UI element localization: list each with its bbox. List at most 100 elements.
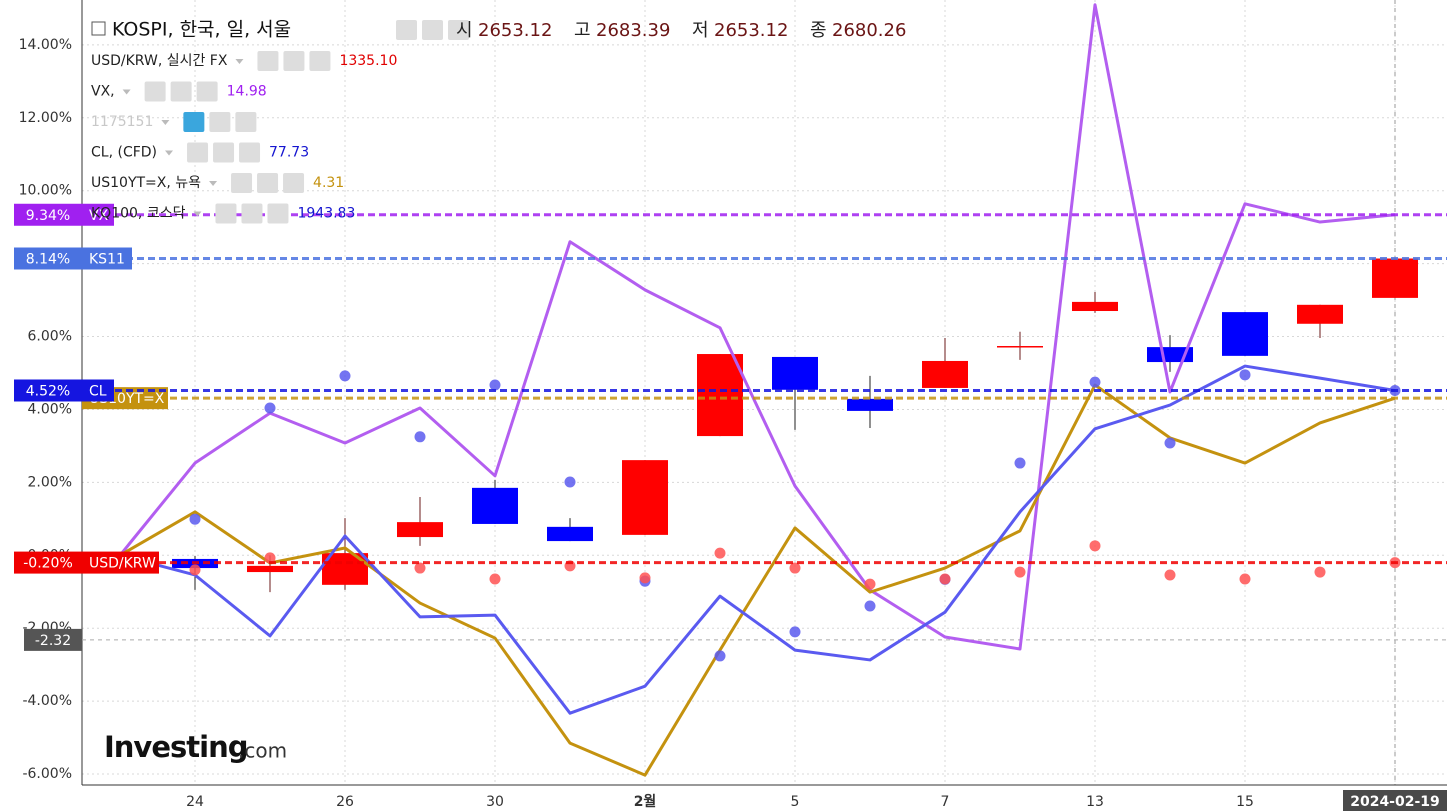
series-dot xyxy=(489,379,501,391)
series-dot xyxy=(489,573,501,585)
legend-icon xyxy=(267,203,289,224)
series-dot xyxy=(264,552,276,564)
x-tick-label: 24 xyxy=(186,794,204,810)
watermark: Investing xyxy=(104,730,247,764)
legend-icon xyxy=(257,173,279,193)
price-badge-name xyxy=(82,379,114,402)
series-dot xyxy=(264,402,276,414)
legend-value: 1335.10 xyxy=(339,53,397,69)
legend-icon xyxy=(144,81,166,102)
legend-icon xyxy=(183,112,205,132)
candle-body xyxy=(622,460,668,535)
legend-icon xyxy=(196,81,218,102)
legend-name: USD/KRW, 실시간 FX xyxy=(91,53,228,69)
series-dot xyxy=(189,513,201,525)
price-badge-name-text: USD/KRW xyxy=(89,556,156,572)
candle-body xyxy=(397,522,443,538)
y-tick-label: 10.00% xyxy=(19,183,72,199)
series-dot xyxy=(939,573,951,585)
legend-value: 4.31 xyxy=(313,175,344,191)
header-field-value: 2683.39 xyxy=(596,20,670,41)
y-tick-label: 4.00% xyxy=(28,401,72,417)
candle-body xyxy=(697,354,743,437)
candle-body xyxy=(772,356,818,390)
series-dot xyxy=(789,562,801,574)
price-badge xyxy=(14,379,82,402)
legend-caret xyxy=(122,89,131,95)
candle-body xyxy=(997,346,1043,348)
price-badge-value: 4.52% xyxy=(26,383,70,399)
legend-icon xyxy=(283,173,305,193)
series-dot xyxy=(714,650,726,662)
candle-body xyxy=(1222,312,1268,356)
price-badge-value: 8.14% xyxy=(26,252,70,268)
legend-value: 1943.83 xyxy=(297,206,355,222)
legend-caret xyxy=(209,181,218,186)
legend-name: 1175151 xyxy=(91,114,153,130)
series-dot xyxy=(1089,376,1101,388)
plot-area xyxy=(118,3,1418,777)
legend-name: CL, (CFD) xyxy=(91,145,157,161)
header-field-key: 고 xyxy=(574,20,591,41)
legend-caret xyxy=(165,150,174,156)
x-tick-label: 2월 xyxy=(634,793,657,810)
series-dot xyxy=(864,600,876,612)
series-dot xyxy=(1089,540,1101,552)
legend-name: US10YT=X, 뉴욕 xyxy=(91,175,201,191)
header-field-key: 저 xyxy=(692,20,709,41)
price-badge-name-text: KS11 xyxy=(89,252,125,268)
legend-icon xyxy=(396,20,417,40)
price-badge-name-text: VX xyxy=(89,208,109,224)
legend-icon xyxy=(239,142,261,163)
legend-name: VX, xyxy=(91,84,115,100)
x-tick-label: 7 xyxy=(941,794,950,810)
header-field-key: 시 xyxy=(456,20,473,41)
price-badge-name xyxy=(82,247,132,270)
series-line xyxy=(119,364,1396,715)
legend-icon xyxy=(187,142,209,163)
price-badge xyxy=(14,247,82,270)
series-dot xyxy=(414,562,426,574)
legend-caret xyxy=(235,59,244,64)
price-badge xyxy=(14,551,82,574)
price-badge-value: -0.20% xyxy=(23,556,73,572)
y-tick-label: -6.00% xyxy=(22,766,72,782)
legend-icon xyxy=(231,173,253,193)
price-badge xyxy=(14,203,82,226)
series-dot xyxy=(1164,437,1176,449)
watermark-suffix: .com xyxy=(238,739,287,763)
legend-icon xyxy=(241,203,263,224)
y-tick-label: -4.00% xyxy=(22,693,72,709)
series-dot xyxy=(1314,566,1326,578)
legend-icon xyxy=(235,112,257,132)
legend-icon xyxy=(422,20,443,40)
series-dot xyxy=(1239,369,1251,381)
legend-caret xyxy=(161,120,170,125)
x-tick-label: 5 xyxy=(791,794,800,810)
legend-icon xyxy=(448,20,469,40)
candle-body xyxy=(1147,347,1193,363)
series-dot xyxy=(1164,569,1176,581)
x-tick-label: 30 xyxy=(486,794,504,810)
series-dot xyxy=(1014,566,1026,578)
legend-value: 14.98 xyxy=(227,84,267,100)
candle-body xyxy=(472,487,518,524)
legend-value: 77.73 xyxy=(269,145,309,161)
header-field-value: 2680.26 xyxy=(832,20,906,41)
price-badge-name xyxy=(82,203,114,226)
legend-icon xyxy=(257,51,279,71)
header-title: KOSPI, 한국, 일, 서울 xyxy=(112,19,291,41)
y-tick-label: 6.00% xyxy=(28,329,72,345)
series-dot xyxy=(714,547,726,559)
series-dot xyxy=(564,476,576,488)
crosshair-x-badge xyxy=(1343,790,1447,811)
crosshair-y-value: -2.32 xyxy=(35,633,71,649)
series-dot xyxy=(639,572,651,584)
series-dot xyxy=(864,578,876,590)
series-dot xyxy=(414,431,426,443)
header-field-key: 종 xyxy=(810,20,827,41)
candle-body xyxy=(1372,258,1418,298)
legend-icon xyxy=(283,51,305,71)
series-dot xyxy=(339,370,351,382)
